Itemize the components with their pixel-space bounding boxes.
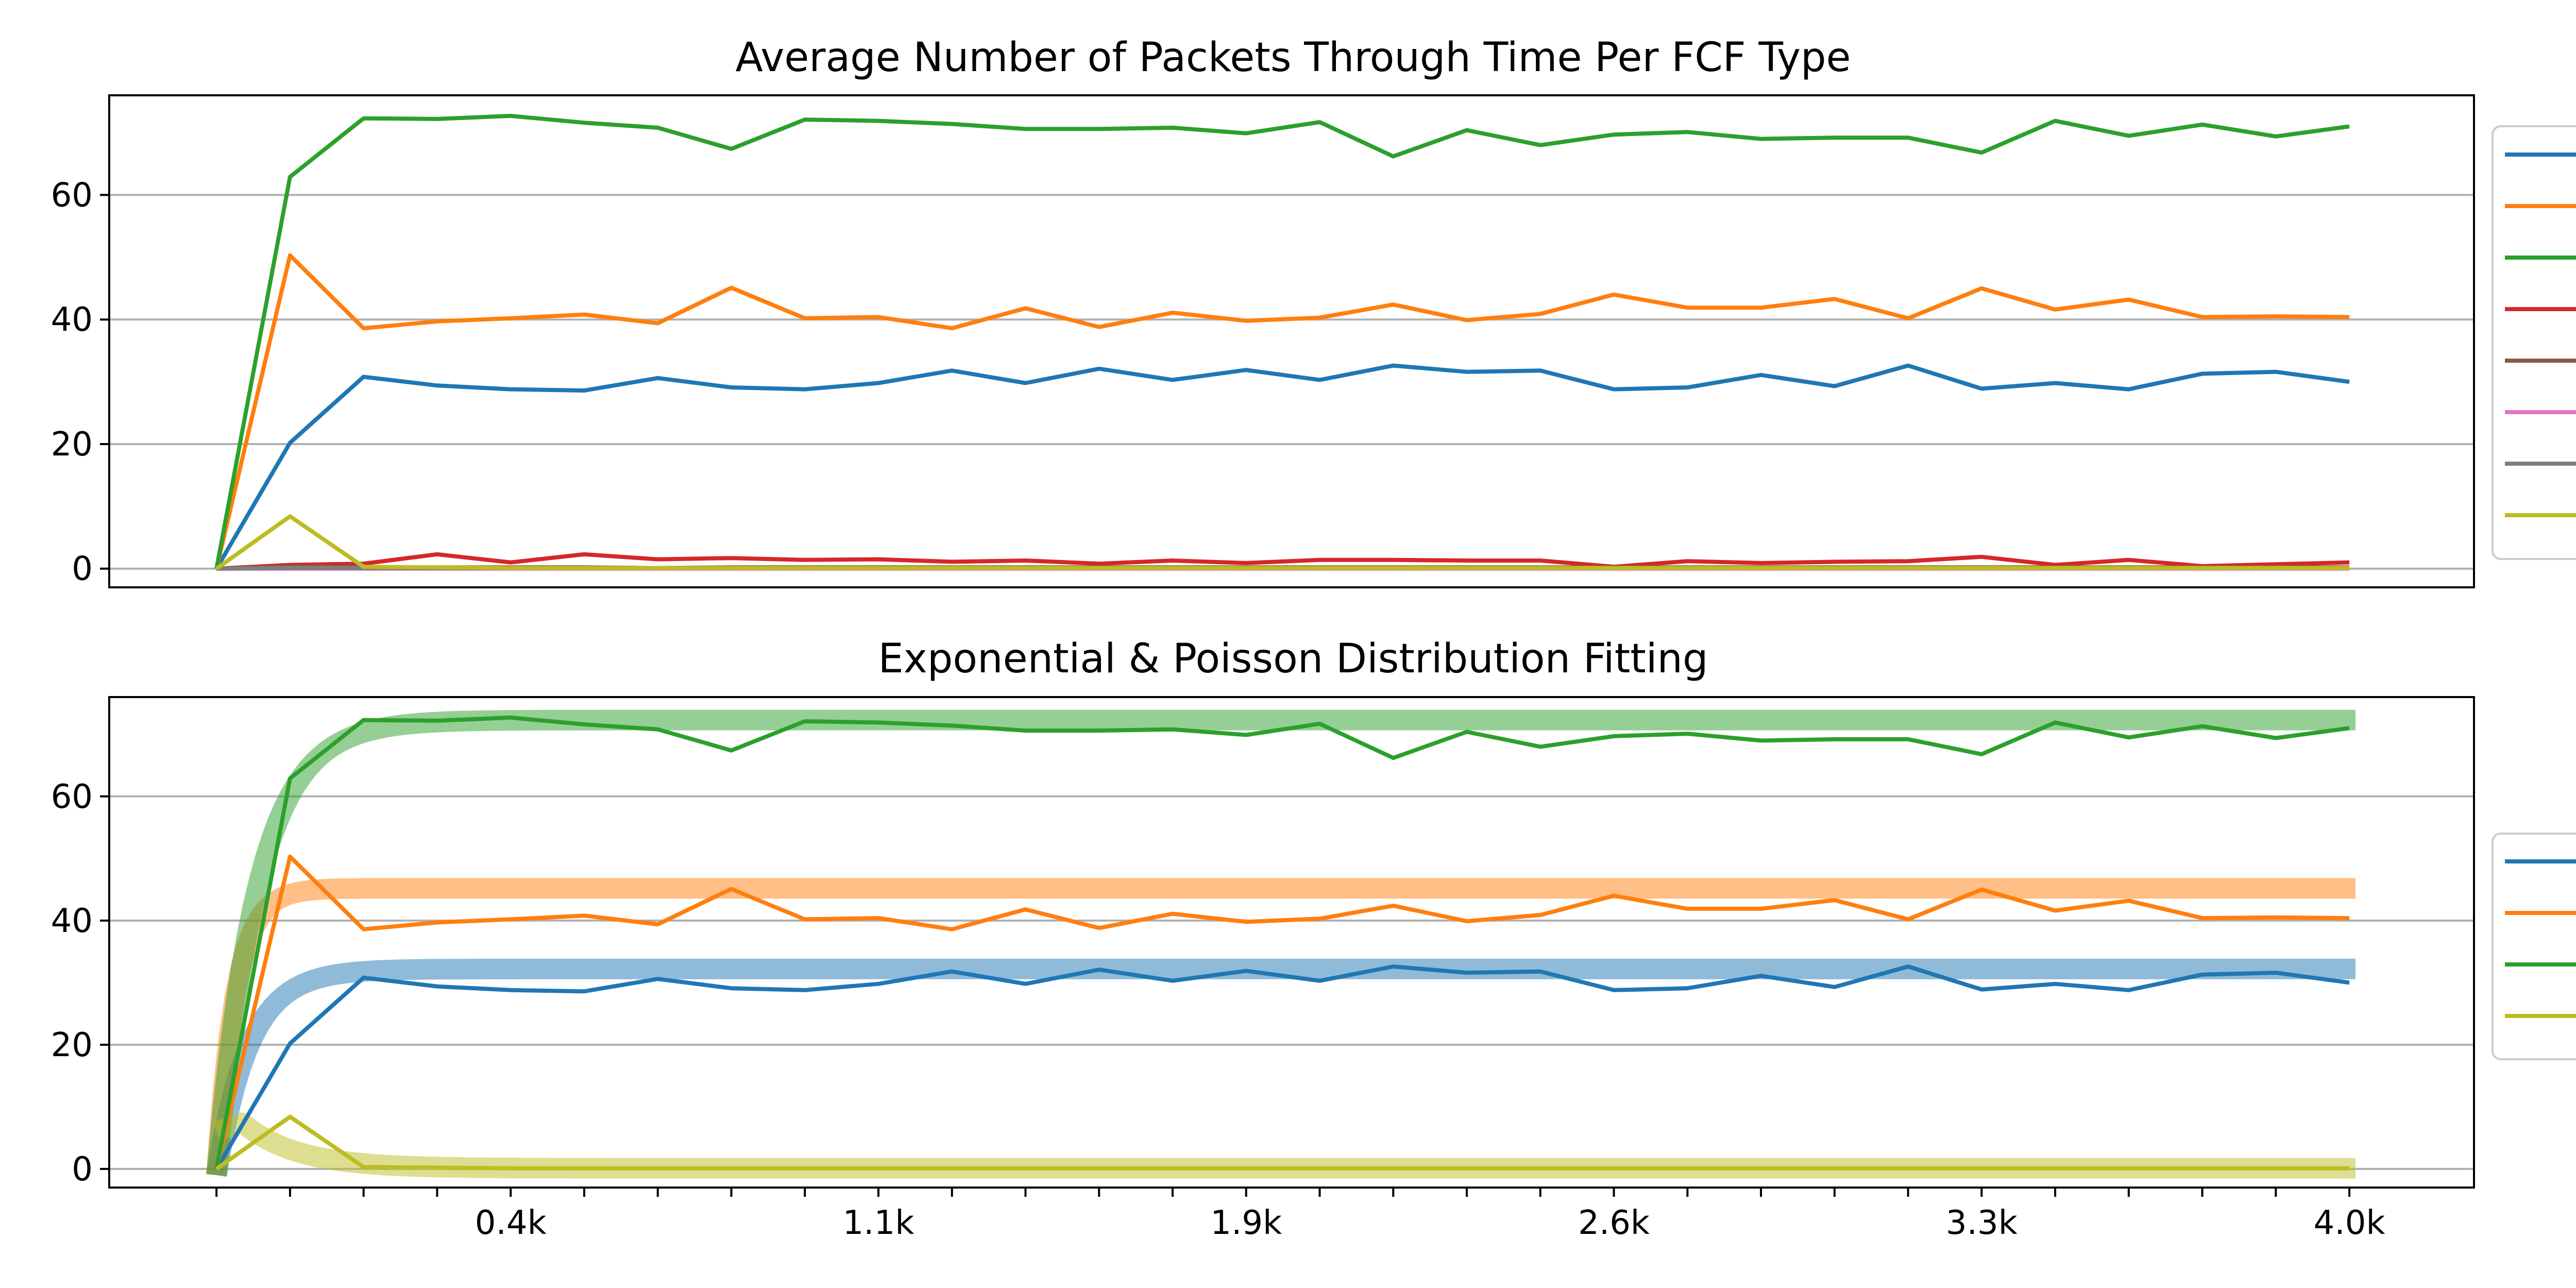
x-tick-label: 4.0k <box>2314 1204 2385 1242</box>
y-tick-label: 20 <box>51 426 93 464</box>
series-line <box>214 964 2350 1170</box>
exponential-fit-curve <box>206 958 2360 1177</box>
series-line <box>214 113 2350 569</box>
series-layer <box>214 113 2350 571</box>
y-axis: 0 20 40 60 <box>51 778 109 1189</box>
exponential-fit-curve <box>206 709 2360 1176</box>
distribution-fitting-chart: Exponential & Poisson Distribution Fitti… <box>51 636 2576 1242</box>
y-tick-label: 60 <box>51 778 93 816</box>
x-tick-label: 1.1k <box>843 1204 914 1242</box>
y-tick-label: 60 <box>51 176 93 214</box>
y-tick-label: 20 <box>51 1026 93 1064</box>
series-line <box>215 514 2350 570</box>
x-tick-label: 1.9k <box>1210 1204 1282 1242</box>
series-line <box>216 552 2350 571</box>
y-tick-label: 0 <box>72 550 93 588</box>
x-tick-label: 3.3k <box>1946 1204 2018 1242</box>
series-layer <box>214 715 2350 1171</box>
chart-title: Exponential & Poisson Distribution Fitti… <box>878 636 1708 682</box>
x-tick-label: 2.6k <box>1578 1204 1650 1242</box>
chart-title: Average Number of Packets Through Time P… <box>735 35 1851 81</box>
series-line <box>214 854 2350 1170</box>
x-axis: 0.4k 1.1k 1.9k 2.6k 3.3k 4.0k <box>215 1188 2385 1242</box>
x-tick-label: 0.4k <box>475 1204 547 1242</box>
plot-frame <box>108 94 2475 588</box>
legend-box[interactable] <box>2492 833 2576 1060</box>
y-tick-label: 0 <box>72 1150 93 1189</box>
y-tick-label: 40 <box>51 902 93 940</box>
plot-frame <box>108 696 2475 1189</box>
packets-chart: Average Number of Packets Through Time P… <box>51 35 2576 588</box>
series-line <box>214 363 2350 570</box>
exponential-fit-curve <box>206 878 2360 1176</box>
series-line <box>214 253 2350 569</box>
series-line <box>215 1114 2350 1171</box>
y-axis: 0 20 40 60 <box>51 176 109 588</box>
y-tick-label: 40 <box>51 301 93 339</box>
legend-box[interactable] <box>2492 125 2576 560</box>
series-line <box>214 715 2350 1170</box>
